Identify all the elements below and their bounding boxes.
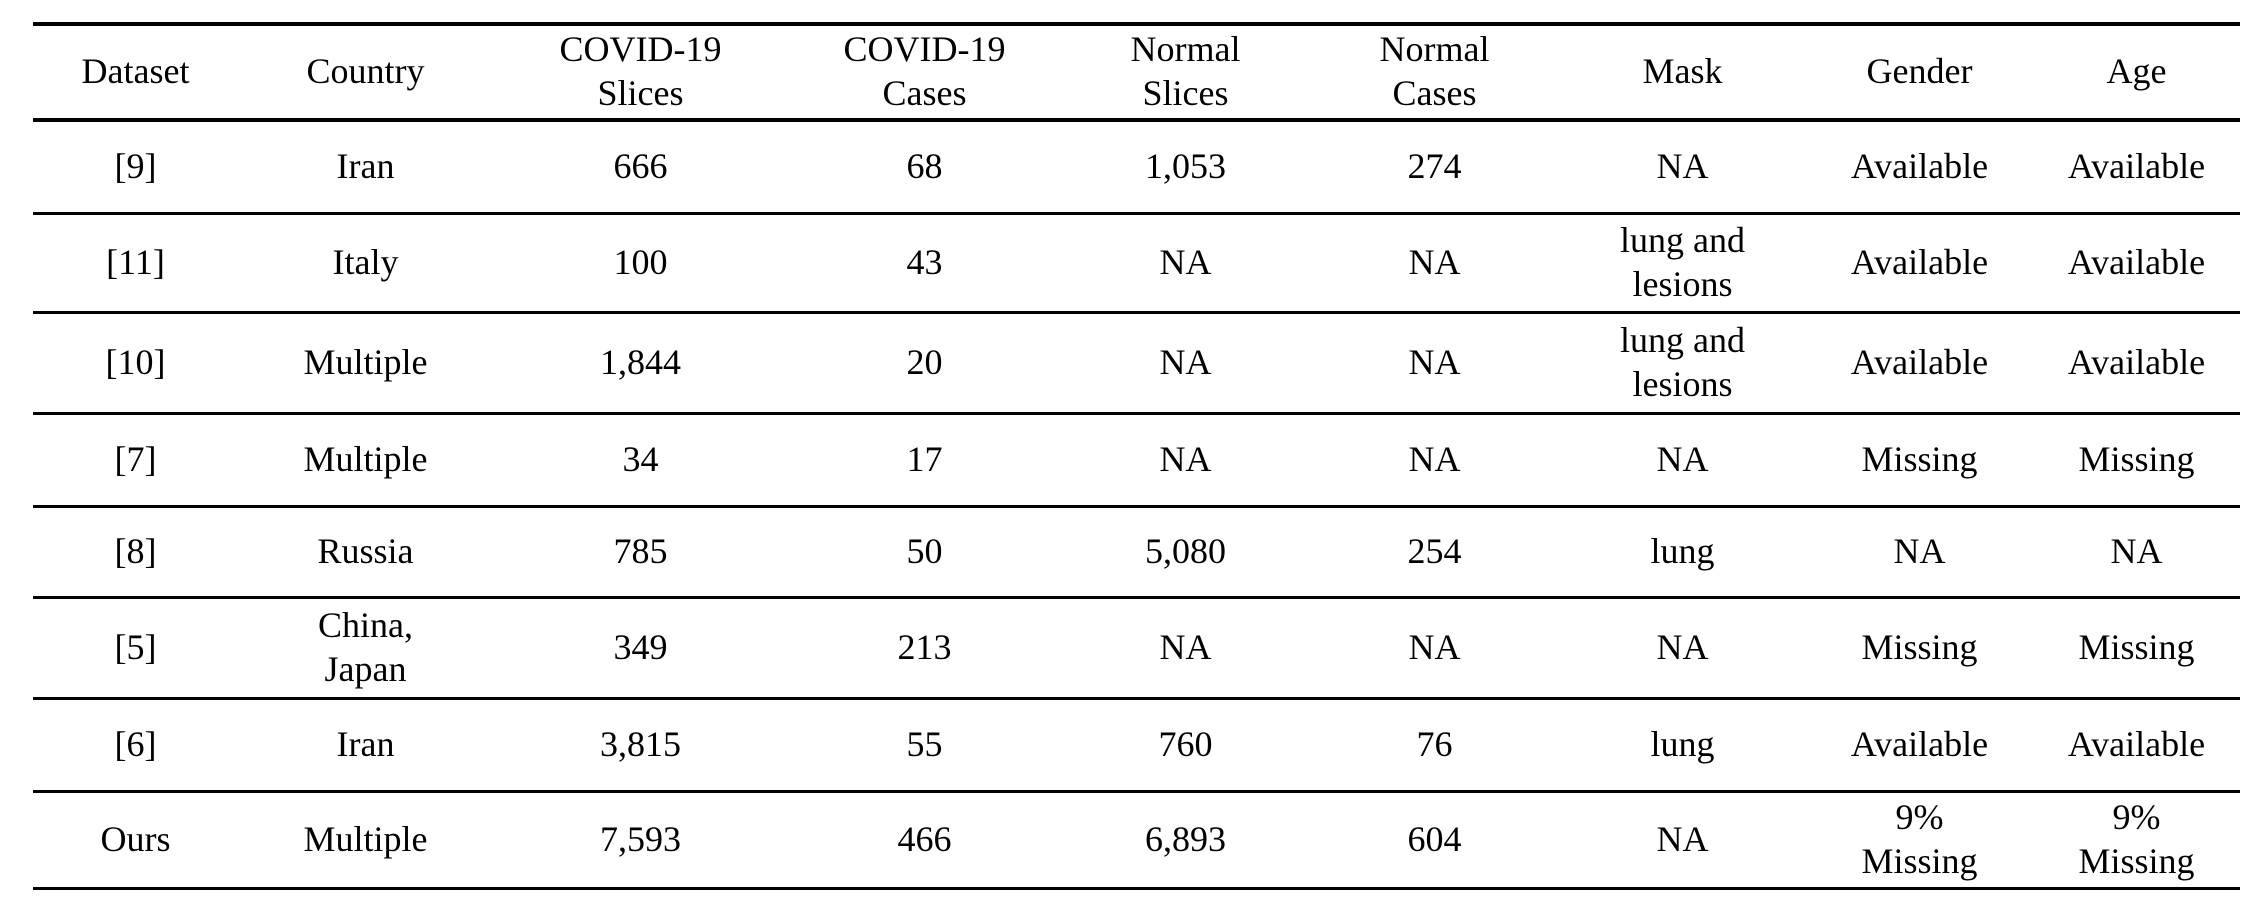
cell-age: Missing [2078, 626, 2195, 667]
column-header-age: Age [2106, 51, 2167, 92]
cell-mask: NA [1656, 145, 1709, 186]
cell-normal-slices: NA [1159, 341, 1212, 382]
cell-dataset: Ours [100, 818, 171, 859]
cell-dataset: [9] [114, 145, 157, 186]
table-row: Ours Multiple 7,593 466 6,893 604 NA 9% … [33, 791, 2240, 888]
cell-normal-slices: NA [1159, 241, 1212, 282]
column-header-mask: Mask [1642, 51, 1723, 92]
cell-mask: lung [1650, 530, 1715, 571]
table-row: [8] Russia 785 50 5,080 254 lung NA NA [33, 506, 2240, 597]
cell-covid19-slices: 3,815 [600, 723, 681, 764]
cell-gender: Available [1850, 241, 1989, 282]
cell-mask: NA [1656, 626, 1709, 667]
cell-covid19-cases: 466 [897, 818, 952, 859]
cell-normal-slices: NA [1159, 438, 1212, 479]
cell-covid19-cases: 68 [906, 145, 943, 186]
cell-covid19-slices: 785 [613, 530, 668, 571]
dataset-comparison-table: Dataset Country COVID-19 Slices COVID-19… [33, 22, 2240, 890]
table-body: [9] Iran 666 68 1,053 274 NA Available A… [33, 120, 2240, 888]
cell-normal-cases: NA [1408, 241, 1461, 282]
cell-normal-slices: 6,893 [1145, 818, 1226, 859]
column-header-covid19-slices: COVID-19 Slices [559, 29, 722, 113]
cell-dataset: [5] [114, 626, 157, 667]
column-header-normal-slices: Normal Slices [1130, 29, 1241, 113]
column-header-covid19-cases: COVID-19 Cases [843, 29, 1006, 113]
cell-gender: Available [1850, 723, 1989, 764]
column-header-normal-cases: Normal Cases [1379, 29, 1490, 113]
cell-normal-cases: 274 [1407, 145, 1462, 186]
cell-country: China, Japan [318, 604, 413, 689]
table-row: [6] Iran 3,815 55 760 76 lung Available … [33, 698, 2240, 791]
cell-age: Available [2067, 341, 2206, 382]
column-header-country: Country [306, 51, 425, 92]
cell-gender: Available [1850, 145, 1989, 186]
cell-age: Available [2067, 723, 2206, 764]
cell-country: Iran [336, 145, 395, 186]
cell-covid19-slices: 7,593 [600, 818, 681, 859]
table-row: [5] China, Japan 349 213 NA NA NA Missin… [33, 597, 2240, 698]
cell-mask: lung and lesions [1620, 319, 1745, 404]
cell-covid19-cases: 50 [906, 530, 943, 571]
cell-country: Multiple [303, 438, 428, 479]
cell-covid19-slices: 34 [622, 438, 659, 479]
cell-country: Iran [336, 723, 395, 764]
cell-normal-slices: 5,080 [1145, 530, 1226, 571]
cell-gender: Available [1850, 341, 1989, 382]
cell-mask: NA [1656, 438, 1709, 479]
cell-mask: lung [1650, 723, 1715, 764]
table-header: Dataset Country COVID-19 Slices COVID-19… [33, 24, 2240, 120]
cell-normal-slices: 760 [1158, 723, 1213, 764]
cell-covid19-cases: 55 [906, 723, 943, 764]
cell-covid19-cases: 43 [906, 241, 943, 282]
cell-mask: NA [1656, 818, 1709, 859]
table-row: [10] Multiple 1,844 20 NA NA lung and le… [33, 312, 2240, 413]
cell-covid19-cases: 20 [906, 341, 943, 382]
cell-covid19-slices: 349 [613, 626, 668, 667]
cell-gender: NA [1893, 530, 1946, 571]
cell-normal-cases: 254 [1407, 530, 1462, 571]
cell-gender: 9% Missing [1861, 796, 1978, 881]
table-row: [11] Italy 100 43 NA NA lung and lesions… [33, 213, 2240, 312]
cell-normal-cases: NA [1408, 341, 1461, 382]
cell-mask: lung and lesions [1620, 219, 1745, 304]
table-row: [9] Iran 666 68 1,053 274 NA Available A… [33, 120, 2240, 213]
dataset-comparison-table-container: Dataset Country COVID-19 Slices COVID-19… [33, 22, 2240, 890]
cell-country: Multiple [303, 341, 428, 382]
cell-country: Multiple [303, 818, 428, 859]
cell-gender: Missing [1861, 626, 1978, 667]
cell-gender: Missing [1861, 438, 1978, 479]
cell-age: 9% Missing [2078, 796, 2195, 881]
cell-dataset: [7] [114, 438, 157, 479]
column-header-gender: Gender [1866, 51, 1973, 92]
cell-dataset: [8] [114, 530, 157, 571]
cell-covid19-slices: 1,844 [600, 341, 681, 382]
cell-age: NA [2110, 530, 2163, 571]
cell-age: Available [2067, 241, 2206, 282]
cell-normal-cases: 76 [1416, 723, 1453, 764]
cell-country: Russia [317, 530, 414, 571]
cell-normal-slices: 1,053 [1145, 145, 1226, 186]
cell-dataset: [6] [114, 723, 157, 764]
cell-dataset: [10] [105, 341, 166, 382]
cell-covid19-slices: 100 [613, 241, 668, 282]
cell-covid19-cases: 213 [897, 626, 952, 667]
cell-normal-cases: 604 [1407, 818, 1462, 859]
cell-covid19-slices: 666 [613, 145, 668, 186]
cell-dataset: [11] [106, 241, 165, 282]
cell-age: Available [2067, 145, 2206, 186]
cell-covid19-cases: 17 [906, 438, 943, 479]
header-row: Dataset Country COVID-19 Slices COVID-19… [33, 24, 2240, 120]
cell-country: Italy [332, 241, 399, 282]
column-header-dataset: Dataset [81, 51, 190, 92]
cell-normal-cases: NA [1408, 626, 1461, 667]
cell-normal-cases: NA [1408, 438, 1461, 479]
table-row: [7] Multiple 34 17 NA NA NA Missing Miss… [33, 413, 2240, 506]
cell-age: Missing [2078, 438, 2195, 479]
cell-normal-slices: NA [1159, 626, 1212, 667]
